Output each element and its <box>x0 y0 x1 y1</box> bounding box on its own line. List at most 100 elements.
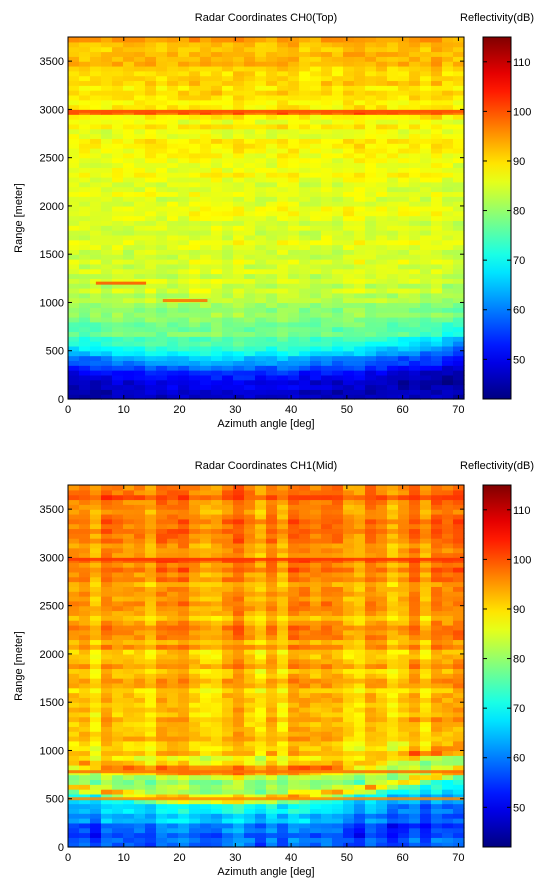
heatmap-cell <box>277 259 289 265</box>
heatmap-cell <box>156 600 168 607</box>
heatmap-cell <box>68 822 80 829</box>
heatmap-cell <box>244 259 256 265</box>
heatmap-cell <box>101 678 113 684</box>
heatmap-cell <box>79 331 91 337</box>
heatmap-cell <box>255 673 267 679</box>
heatmap-cell <box>310 37 322 43</box>
heatmap-cell <box>398 668 410 674</box>
heatmap-cell <box>332 119 344 125</box>
heatmap-cell <box>453 186 465 193</box>
heatmap-cell <box>365 745 377 752</box>
heatmap-cell <box>387 297 399 304</box>
heatmap-cell <box>255 624 267 631</box>
heatmap-cell <box>101 326 113 333</box>
heatmap-cell <box>178 278 190 284</box>
heatmap-cell <box>101 755 113 761</box>
heatmap-cell <box>431 70 443 77</box>
heatmap-cell <box>134 172 146 178</box>
heatmap-cell <box>145 784 157 790</box>
heatmap-cell <box>178 624 190 631</box>
heatmap-cell <box>365 687 377 694</box>
heatmap-cell <box>387 350 399 357</box>
heatmap-cell <box>211 576 223 583</box>
heatmap-cell <box>167 128 179 135</box>
heatmap-cell <box>420 201 432 207</box>
heatmap-cell <box>200 384 212 390</box>
heatmap-cell <box>453 336 465 342</box>
heatmap-cell <box>376 287 388 294</box>
heatmap-cell <box>299 65 311 72</box>
heatmap-cell <box>387 51 399 57</box>
heatmap-cell <box>266 721 278 727</box>
heatmap-cell <box>299 210 311 217</box>
heatmap-cell <box>299 152 311 159</box>
heatmap-cell <box>277 673 289 679</box>
heatmap-cell <box>310 394 322 400</box>
heatmap-cell <box>90 374 102 381</box>
heatmap-cell <box>178 336 190 342</box>
heatmap-cell <box>244 673 256 679</box>
heatmap-cell <box>376 687 388 694</box>
heatmap-cell <box>376 562 388 568</box>
heatmap-cell <box>233 764 245 771</box>
heatmap-cell <box>79 172 91 178</box>
heatmap-cell <box>68 278 80 284</box>
heatmap-cell <box>398 287 410 294</box>
heatmap-cell <box>167 562 179 568</box>
heatmap-cell <box>68 596 80 602</box>
heatmap-cell <box>123 620 135 626</box>
heatmap-cell <box>453 711 465 718</box>
heatmap-cell <box>266 793 278 800</box>
heatmap-cell <box>90 210 102 217</box>
heatmap-cell <box>255 316 267 323</box>
heatmap-cell <box>343 726 355 732</box>
heatmap-cell <box>123 697 135 703</box>
heatmap-cell <box>288 789 300 795</box>
heatmap-cell <box>134 152 146 159</box>
heatmap-cell <box>277 172 289 178</box>
heatmap-cell <box>211 644 223 650</box>
heatmap-cell <box>442 186 454 193</box>
heatmap-cell <box>189 85 201 91</box>
heatmap-cell <box>343 832 355 838</box>
heatmap-cell <box>266 596 278 602</box>
heatmap-cell <box>233 307 245 313</box>
heatmap-cell <box>310 716 322 723</box>
heatmap-cell <box>68 764 80 771</box>
heatmap-cell <box>156 65 168 72</box>
heatmap-cell <box>145 697 157 703</box>
x-tick-label: 40 <box>285 404 297 416</box>
heatmap-cell <box>178 813 190 819</box>
heatmap-cell <box>68 230 80 236</box>
heatmap-cell <box>222 138 234 144</box>
heatmap-cell <box>420 287 432 294</box>
heatmap-cell <box>123 673 135 679</box>
heatmap-cell <box>222 620 234 626</box>
heatmap-cell <box>90 201 102 207</box>
heatmap-cell <box>453 634 465 641</box>
heatmap-cell <box>365 653 377 660</box>
heatmap-cell <box>409 215 421 222</box>
heatmap-cell <box>156 99 168 106</box>
heatmap-cell <box>156 620 168 626</box>
heatmap-cell <box>288 813 300 819</box>
heatmap-cell <box>112 571 124 578</box>
heatmap-cell <box>233 615 245 621</box>
heatmap-cell <box>409 114 421 120</box>
heatmap-cell <box>145 230 157 236</box>
heatmap-cell <box>244 552 256 558</box>
heatmap-cell <box>288 702 300 708</box>
heatmap-cell <box>200 740 212 747</box>
heatmap-cell <box>167 172 179 178</box>
heatmap-cell <box>453 312 465 318</box>
heatmap-cell <box>90 735 102 742</box>
heatmap-cell <box>134 755 146 761</box>
heatmap-cell <box>112 292 124 299</box>
heatmap-cell <box>420 813 432 819</box>
heatmap-cell <box>222 312 234 318</box>
heatmap-cell <box>200 172 212 178</box>
heatmap-cell <box>354 760 366 766</box>
heatmap-cell <box>68 259 80 265</box>
heatmap-cell <box>156 365 168 371</box>
heatmap-cell <box>134 707 146 713</box>
